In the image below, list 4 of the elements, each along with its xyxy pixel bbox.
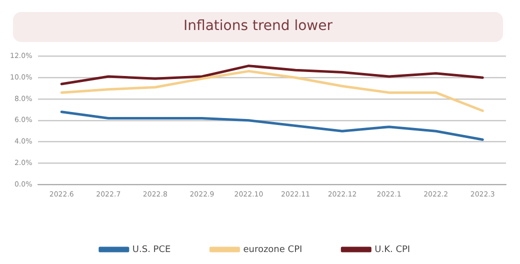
chart-title: Inflations trend lower [182, 18, 334, 34]
legend-label: U.S. PCE [132, 244, 172, 255]
legend-label: U.K. CPI [374, 244, 410, 255]
legend-label: eurozone CPI [243, 244, 302, 255]
